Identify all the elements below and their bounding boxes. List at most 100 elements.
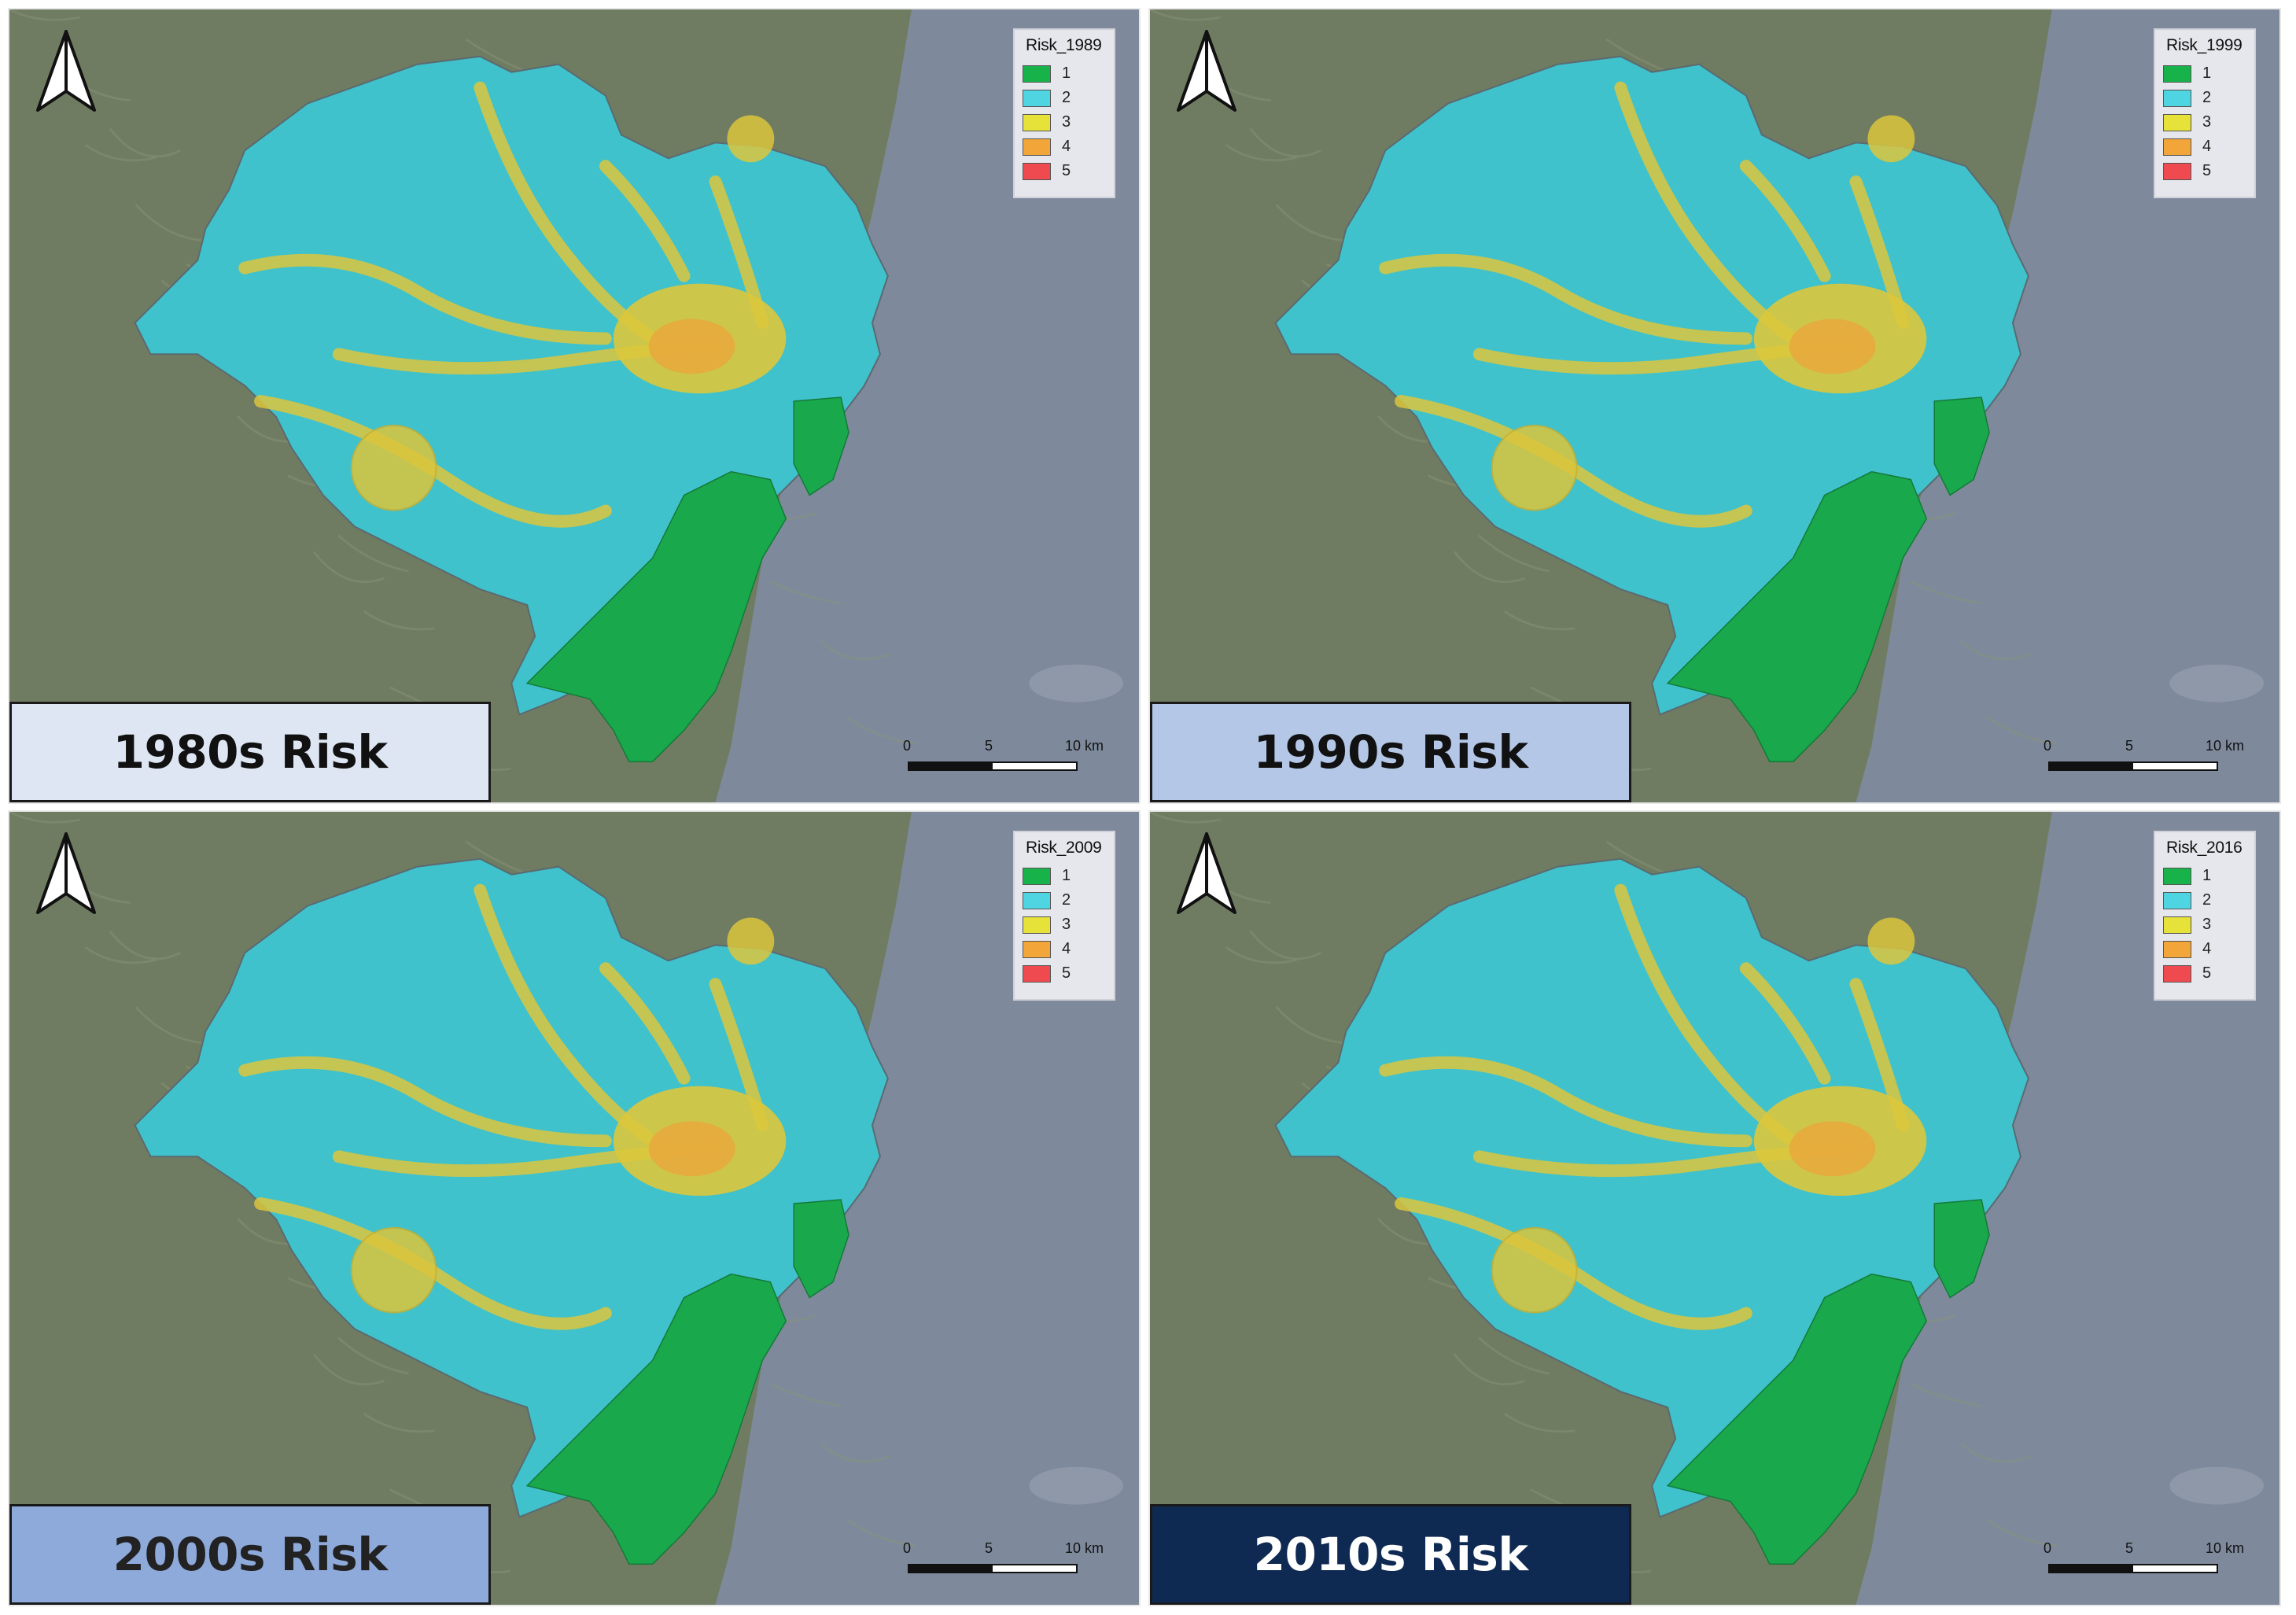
- risk-streak: [1395, 1197, 1752, 1330]
- map-canvas: [1150, 812, 2279, 1605]
- legend-item: 4: [1023, 937, 1106, 961]
- legend-item: 2: [1023, 888, 1106, 913]
- scale-label: 5: [2125, 738, 2134, 754]
- scale-bar-segment: [909, 763, 993, 769]
- terrain-texture: [84, 946, 157, 964]
- legend-swatch: [2163, 891, 2191, 909]
- map-panel-2010s: Risk_2016 1 2 3 4 5 0 5 10 km 2010s Risk: [1148, 810, 2281, 1606]
- terrain-texture: [337, 534, 409, 573]
- terrain-texture: [1503, 610, 1576, 631]
- legend-label: 1: [1062, 867, 1071, 884]
- terrain-texture: [1453, 551, 1526, 584]
- terrain-texture: [1150, 812, 1222, 824]
- scale-label: 10 km: [2206, 1540, 2245, 1556]
- terrain-texture: [109, 930, 182, 961]
- map-canvas: [9, 9, 1139, 802]
- legend-label: 2: [1062, 89, 1071, 106]
- terrain-texture: [1477, 1337, 1550, 1375]
- legend-label: 4: [1062, 138, 1071, 155]
- legend-swatch: [1023, 916, 1051, 934]
- urban-core-risk: [1789, 319, 1876, 374]
- legend-label: 5: [2202, 162, 2212, 179]
- scale-label: 5: [2125, 1540, 2134, 1556]
- legend-title: Risk_2016: [2166, 839, 2243, 857]
- legend-label: 3: [1062, 916, 1071, 933]
- legend-label: 5: [2202, 964, 2212, 982]
- legend-label: 1: [2202, 65, 2212, 82]
- legend-item: 2: [2163, 86, 2246, 110]
- legend: Risk_1999 1 2 3 4 5: [2154, 28, 2256, 198]
- legend-label: 2: [2202, 891, 2212, 909]
- risk-streak: [599, 160, 691, 282]
- low-risk-zone: [1666, 470, 1928, 762]
- terrain-texture: [1150, 9, 1222, 21]
- legend-swatch: [1023, 65, 1051, 83]
- north-arrow-icon: [1174, 28, 1240, 115]
- terrain-texture: [1477, 534, 1550, 573]
- legend-title: Risk_1999: [2166, 36, 2243, 54]
- risk-streak: [238, 1056, 612, 1148]
- cloud-shadow: [1029, 664, 1124, 702]
- terrain-texture: [1453, 1353, 1526, 1386]
- coastal-risk-circle: [1867, 115, 1915, 163]
- legend: Risk_2009 1 2 3 4 5: [1013, 831, 1115, 1001]
- scale-label: 5: [985, 738, 993, 754]
- legend-swatch: [2163, 964, 2191, 983]
- legend-label: 2: [1062, 891, 1071, 909]
- legend: Risk_2016 1 2 3 4 5: [2154, 831, 2256, 1001]
- low-risk-zone: [1933, 396, 1990, 496]
- terrain-texture: [363, 1412, 435, 1433]
- risk-streak: [254, 1197, 612, 1330]
- panel-title: 2000s Risk: [9, 1504, 491, 1605]
- risk-streak: [1739, 962, 1831, 1085]
- cloud-shadow: [2169, 664, 2265, 702]
- legend-swatch: [1023, 964, 1051, 983]
- terrain-texture: [1249, 930, 1322, 961]
- terrain-texture: [1960, 640, 2032, 661]
- terrain-texture: [1910, 1382, 1982, 1407]
- terrain-texture: [135, 204, 207, 242]
- legend-swatch: [2163, 138, 2191, 156]
- terrain-texture: [1275, 204, 1347, 242]
- reservoir-risk-circle: [1491, 424, 1578, 511]
- scale-labels: 0 5 10 km: [2044, 1540, 2248, 1561]
- low-risk-zone: [793, 396, 849, 496]
- legend-swatch: [1023, 867, 1051, 885]
- terrain-texture: [1225, 946, 1297, 964]
- legend-item: 3: [1023, 913, 1106, 937]
- risk-streak: [1395, 395, 1752, 528]
- scale-bar-segment: [2050, 1565, 2133, 1572]
- scale-labels: 0 5 10 km: [903, 1540, 1107, 1561]
- scale-bar-segment: [2050, 763, 2133, 769]
- urban-core-risk: [648, 1121, 735, 1177]
- scale-label: 0: [903, 1540, 912, 1556]
- terrain-texture: [109, 127, 182, 158]
- north-arrow-icon: [33, 831, 99, 917]
- urban-core-risk: [648, 319, 735, 374]
- reservoir-risk-circle: [1491, 1226, 1578, 1314]
- scale-label: 10 km: [1065, 1540, 1104, 1556]
- terrain-texture: [1275, 1006, 1347, 1045]
- scale-labels: 0 5 10 km: [903, 738, 1107, 758]
- map-panel-2000s: Risk_2009 1 2 3 4 5 0 5 10 km 2000s Risk: [8, 810, 1141, 1606]
- legend-label: 4: [2202, 138, 2212, 155]
- low-risk-zone: [1666, 1273, 1928, 1565]
- terrain-texture: [1986, 1518, 2058, 1547]
- low-risk-zone: [525, 1273, 787, 1565]
- cloud-shadow: [2169, 1466, 2265, 1505]
- coastal-risk-circle: [1867, 917, 1915, 965]
- legend-label: 2: [2202, 89, 2212, 106]
- scale-labels: 0 5 10 km: [2044, 738, 2248, 758]
- legend-item: 4: [2163, 937, 2246, 961]
- legend-item: 1: [1023, 864, 1106, 888]
- terrain-texture: [769, 580, 842, 605]
- legend-item: 5: [1023, 961, 1106, 986]
- legend: Risk_1989 1 2 3 4 5: [1013, 28, 1115, 198]
- legend-title: Risk_1989: [1026, 36, 1102, 54]
- map-canvas: [9, 812, 1139, 1605]
- map-canvas: [1150, 9, 2279, 802]
- terrain-texture: [1986, 716, 2058, 745]
- map-panel-1980s: Risk_1989 1 2 3 4 5 0 5 10 km 1980s Risk: [8, 8, 1141, 804]
- terrain-texture: [312, 1353, 385, 1386]
- urban-core-risk: [1789, 1121, 1876, 1177]
